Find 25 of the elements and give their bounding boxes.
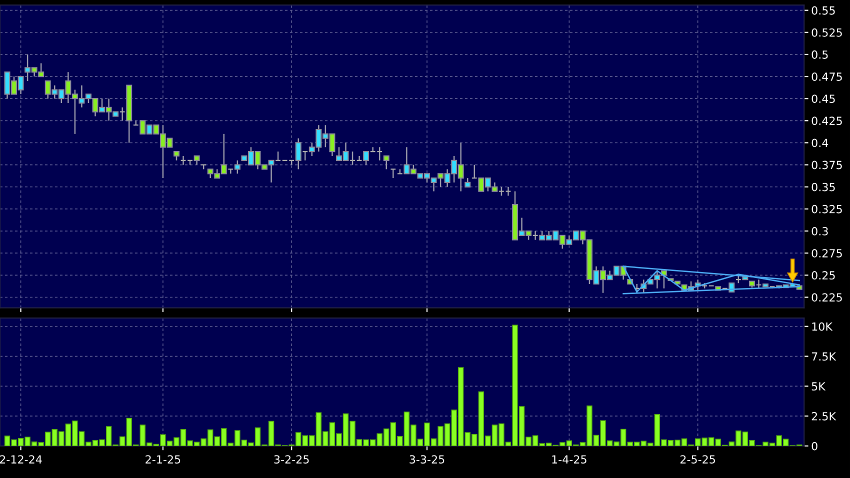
- y-tick-label: 0.375: [812, 160, 842, 170]
- y-tick-label: 0.3: [812, 227, 828, 236]
- x-tick-label: 2-1-25: [146, 455, 180, 464]
- y-tick-label: 7.5K: [812, 352, 836, 361]
- y-tick-label: 0.525: [812, 28, 842, 37]
- x-tick-label: 3-2-25: [274, 455, 309, 464]
- x-tick-label: 2-12-24: [0, 455, 42, 464]
- y-tick-label: 0.475: [812, 72, 842, 81]
- y-tick-label: 0.55: [812, 6, 835, 15]
- y-tick-label: 0.325: [812, 204, 842, 214]
- y-tick-label: 0.5: [812, 50, 828, 59]
- y-tick-label: 0.25: [812, 271, 835, 280]
- x-tick-label: 3-3-25: [410, 455, 444, 464]
- y-tick-label: 0.225: [812, 293, 842, 302]
- y-tick-label: 0.4: [812, 138, 828, 148]
- x-tick-label: 1-4-25: [552, 455, 586, 464]
- y-tick-label: 0.35: [812, 182, 835, 192]
- y-tick-label: 0: [812, 442, 818, 450]
- x-tick-label: 2-5-25: [680, 455, 715, 464]
- y-tick-label: 0.425: [812, 116, 842, 126]
- y-tick-label: 0.45: [812, 94, 835, 103]
- y-tick-label: 2.5K: [812, 412, 836, 420]
- y-tick-label: 0.275: [812, 249, 842, 258]
- y-tick-label: 5K: [812, 382, 826, 391]
- y-tick-label: 10K: [812, 322, 833, 331]
